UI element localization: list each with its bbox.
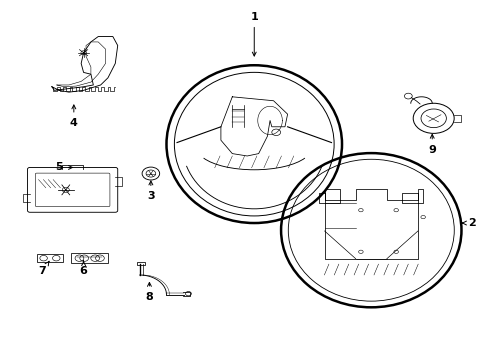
Text: 1: 1	[250, 12, 258, 56]
Text: 2: 2	[462, 218, 475, 228]
Bar	[37, 254, 62, 262]
Bar	[71, 253, 108, 263]
Text: 8: 8	[145, 283, 153, 302]
Text: 7: 7	[38, 261, 49, 276]
Text: 3: 3	[147, 181, 154, 201]
Text: 9: 9	[427, 134, 435, 154]
Text: 5: 5	[55, 162, 72, 172]
Text: 6: 6	[80, 261, 87, 276]
Bar	[137, 262, 145, 265]
Text: 4: 4	[70, 105, 78, 128]
